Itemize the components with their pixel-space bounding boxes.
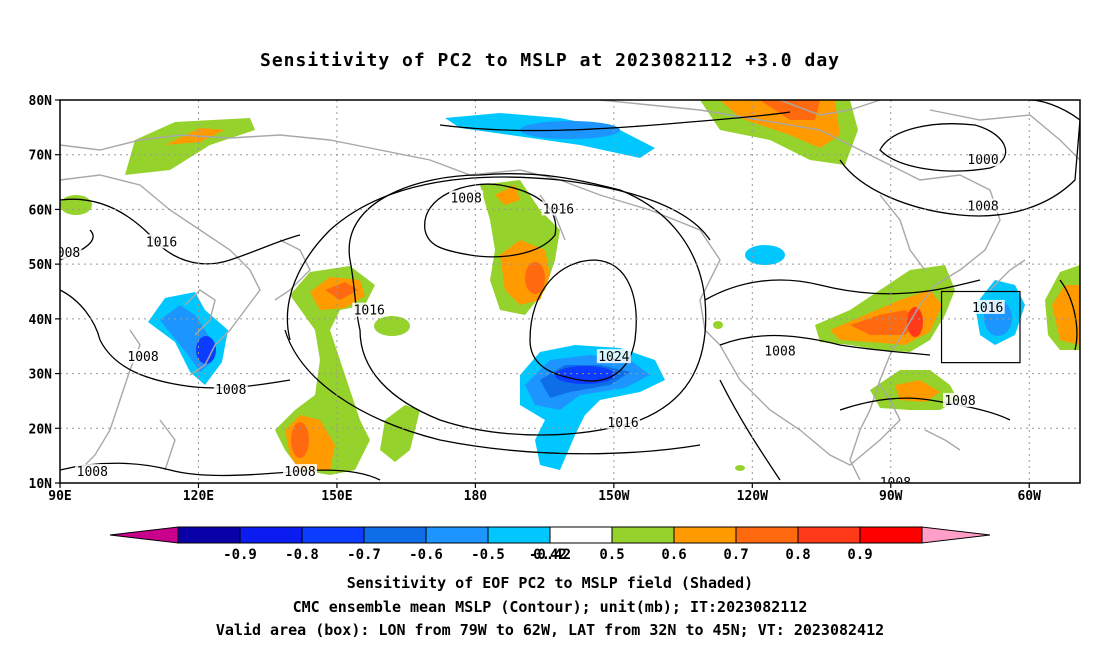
colorbar-label: -0.42 bbox=[529, 547, 571, 563]
map-title: Sensitivity of PC2 to MSLP at 2023082112… bbox=[259, 50, 840, 71]
lon-tick-label: 150E bbox=[321, 489, 352, 504]
colorbar-label: -0.6 bbox=[409, 547, 443, 563]
svg-text:1008: 1008 bbox=[127, 350, 158, 365]
contour-label: 1008 bbox=[213, 381, 248, 398]
coastlines bbox=[60, 100, 1080, 481]
contour-label: 1008 bbox=[49, 245, 82, 261]
lat-tick-label: 50N bbox=[29, 258, 53, 273]
colorbar-swatch bbox=[797, 526, 861, 544]
colorbar-label: -0.9 bbox=[223, 547, 257, 563]
colorbar-low-extension bbox=[109, 526, 179, 544]
colorbar-label: 0.8 bbox=[785, 547, 810, 563]
colorbar-label: 0.5 bbox=[599, 547, 624, 563]
lat-tick-label: 60N bbox=[29, 203, 53, 218]
colorbar-swatch bbox=[673, 526, 737, 544]
contour-label: 1016 bbox=[970, 299, 1005, 316]
svg-text:1016: 1016 bbox=[607, 416, 638, 431]
colorbar-swatch bbox=[363, 526, 427, 544]
map-frame bbox=[59, 99, 1081, 484]
colorbar-swatch bbox=[239, 526, 303, 544]
contour-label: 1008 bbox=[878, 475, 913, 491]
svg-text:1008: 1008 bbox=[450, 191, 481, 206]
svg-text:1008: 1008 bbox=[967, 200, 998, 215]
contour-label: 1008 bbox=[763, 343, 797, 360]
svg-text:1008: 1008 bbox=[764, 345, 795, 360]
svg-text:1008: 1008 bbox=[284, 465, 315, 480]
contour-label: 1008 bbox=[449, 190, 484, 206]
lat-tick-label: 20N bbox=[29, 422, 53, 437]
map-content: 1008 1000 1008 1008 1016 1016 1008 1016 1024 1016… bbox=[49, 100, 1080, 491]
colorbar-swatch bbox=[859, 526, 923, 544]
mslp-contours bbox=[60, 100, 1080, 481]
colorbar-high-extension bbox=[921, 526, 991, 544]
colorbar-swatch bbox=[549, 526, 613, 544]
lat-tick-label: 30N bbox=[29, 368, 53, 383]
valid-area-box bbox=[940, 290, 1021, 364]
lon-tick-label: 90E bbox=[48, 489, 71, 504]
caption-shaded: Sensitivity of EOF PC2 to MSLP field (Sh… bbox=[346, 574, 754, 592]
axis-tick-labels: 90E 120E 150E 180 150W 120W 90W 60W 10N 20N 30N 40N… bbox=[29, 94, 1042, 504]
lon-tick-label: 180 bbox=[464, 489, 488, 504]
svg-text:1000: 1000 bbox=[967, 153, 998, 168]
colorbar-label: -0.8 bbox=[285, 547, 319, 563]
contour-label: 1024 bbox=[596, 349, 631, 365]
svg-text:1008: 1008 bbox=[944, 394, 975, 409]
contour-label: 1008 bbox=[75, 464, 110, 480]
lat-tick-label: 10N bbox=[29, 477, 53, 492]
contour-label: 1000 bbox=[966, 152, 1001, 168]
colorbar: -0.9 -0.8 -0.7 -0.6 -0.5 -0.420.42 0.5 0.6 0.7 0.… bbox=[109, 526, 991, 563]
svg-text:1016: 1016 bbox=[146, 235, 177, 250]
contour-label: 1008 bbox=[943, 392, 977, 409]
lat-tick-label: 40N bbox=[29, 313, 53, 328]
colorbar-label: 0.9 bbox=[847, 547, 872, 563]
colorbar-label: 0.6 bbox=[661, 547, 686, 563]
contour-label: 1008 bbox=[966, 198, 1001, 215]
caption-valid-area: Valid area (box): LON from 79W to 62W, L… bbox=[215, 621, 885, 639]
colorbar-label: -0.7 bbox=[347, 547, 381, 563]
colorbar-label: -0.5 bbox=[471, 547, 505, 563]
gridlines bbox=[60, 100, 1080, 483]
lon-tick-label: 120E bbox=[183, 489, 214, 504]
svg-text:1016: 1016 bbox=[354, 304, 385, 319]
lat-tick-label: 80N bbox=[29, 94, 53, 109]
lon-tick-label: 90W bbox=[879, 489, 903, 504]
colorbar-swatch bbox=[487, 526, 551, 544]
shaded-field bbox=[60, 100, 1080, 475]
colorbar-label: 0.42 bbox=[533, 547, 567, 563]
contour-label: 1008 bbox=[283, 464, 317, 480]
svg-text:1016: 1016 bbox=[972, 301, 1003, 316]
colorbar-swatch bbox=[611, 526, 675, 544]
contour-label: 1016 bbox=[352, 302, 387, 319]
colorbar-swatch bbox=[735, 526, 799, 544]
colorbar-swatch bbox=[177, 526, 241, 544]
lon-tick-label: 150W bbox=[598, 489, 629, 504]
colorbar-swatch bbox=[301, 526, 365, 544]
colorbar-label: 0.7 bbox=[723, 547, 748, 563]
lat-tick-label: 70N bbox=[29, 149, 53, 164]
contour-label: 1016 bbox=[606, 414, 641, 431]
svg-text:1024: 1024 bbox=[598, 350, 629, 365]
lon-tick-label: 120W bbox=[737, 489, 768, 504]
colorbar-swatch bbox=[425, 526, 489, 544]
svg-text:1008: 1008 bbox=[215, 383, 246, 398]
caption-contour: CMC ensemble mean MSLP (Contour); unit(m… bbox=[292, 598, 808, 616]
contour-label: 1016 bbox=[144, 234, 179, 250]
svg-text:1008: 1008 bbox=[77, 465, 108, 480]
lon-tick-label: 60W bbox=[1017, 489, 1041, 504]
svg-text:1008: 1008 bbox=[880, 476, 911, 491]
svg-text:1008: 1008 bbox=[49, 246, 80, 261]
contour-label: 1008 bbox=[126, 349, 161, 365]
